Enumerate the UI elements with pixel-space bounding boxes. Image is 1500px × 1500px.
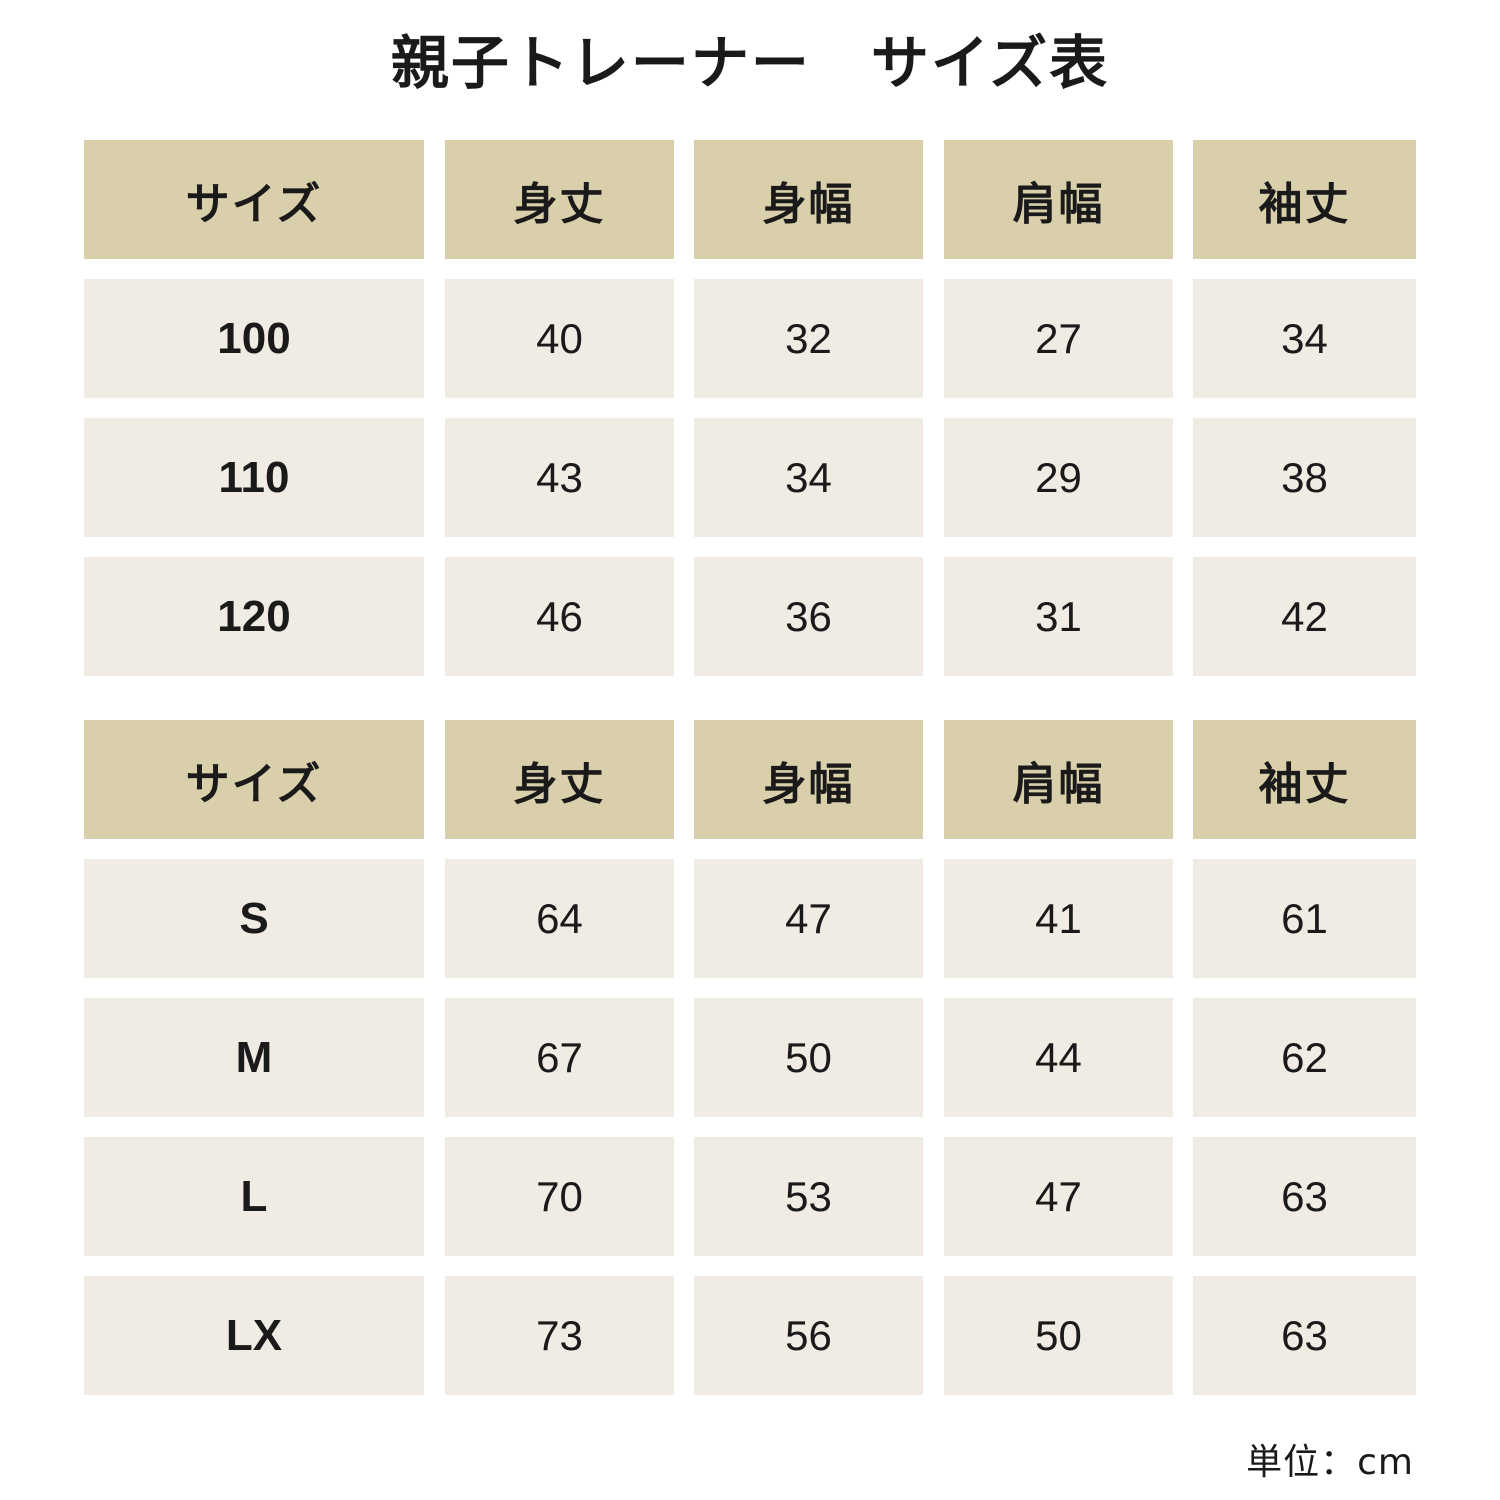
size-cell: 110 xyxy=(84,418,424,537)
header-shoulder-width: 肩幅 xyxy=(944,140,1173,259)
body-width-cell: 56 xyxy=(694,1276,923,1395)
body-width-cell: 50 xyxy=(694,998,923,1117)
body-width-cell: 34 xyxy=(694,418,923,537)
shoulder-width-cell: 31 xyxy=(944,557,1173,676)
header-size: サイズ xyxy=(84,720,424,839)
shoulder-width-cell: 44 xyxy=(944,998,1173,1117)
sleeve-length-cell: 61 xyxy=(1193,859,1416,978)
header-body-width: 身幅 xyxy=(694,720,923,839)
length-cell: 64 xyxy=(445,859,674,978)
shoulder-width-cell: 50 xyxy=(944,1276,1173,1395)
header-length: 身丈 xyxy=(445,140,674,259)
length-cell: 73 xyxy=(445,1276,674,1395)
header-body-width: 身幅 xyxy=(694,140,923,259)
header-sleeve-length: 袖丈 xyxy=(1193,140,1416,259)
body-width-cell: 53 xyxy=(694,1137,923,1256)
header-size: サイズ xyxy=(84,140,424,259)
sleeve-length-cell: 63 xyxy=(1193,1137,1416,1256)
length-cell: 70 xyxy=(445,1137,674,1256)
shoulder-width-cell: 47 xyxy=(944,1137,1173,1256)
length-cell: 40 xyxy=(445,279,674,398)
body-width-cell: 47 xyxy=(694,859,923,978)
body-width-cell: 36 xyxy=(694,557,923,676)
length-cell: 43 xyxy=(445,418,674,537)
size-cell: L xyxy=(84,1137,424,1256)
sleeve-length-cell: 38 xyxy=(1193,418,1416,537)
header-length: 身丈 xyxy=(445,720,674,839)
sleeve-length-cell: 63 xyxy=(1193,1276,1416,1395)
sleeve-length-cell: 34 xyxy=(1193,279,1416,398)
shoulder-width-cell: 27 xyxy=(944,279,1173,398)
sleeve-length-cell: 42 xyxy=(1193,557,1416,676)
size-cell: 120 xyxy=(84,557,424,676)
sleeve-length-cell: 62 xyxy=(1193,998,1416,1117)
size-cell: M xyxy=(84,998,424,1117)
shoulder-width-cell: 29 xyxy=(944,418,1173,537)
header-shoulder-width: 肩幅 xyxy=(944,720,1173,839)
size-cell: LX xyxy=(84,1276,424,1395)
page-title: 親子トレーナー サイズ表 xyxy=(390,29,1110,97)
shoulder-width-cell: 41 xyxy=(944,859,1173,978)
length-cell: 67 xyxy=(445,998,674,1117)
body-width-cell: 32 xyxy=(694,279,923,398)
size-cell: 100 xyxy=(84,279,424,398)
size-cell: S xyxy=(84,859,424,978)
header-sleeve-length: 袖丈 xyxy=(1193,720,1416,839)
unit-label: 単位：cm xyxy=(1246,1442,1414,1483)
length-cell: 46 xyxy=(445,557,674,676)
